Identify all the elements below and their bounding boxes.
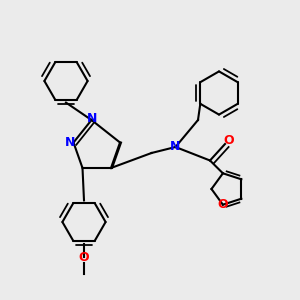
Text: O: O (79, 250, 89, 264)
Text: N: N (87, 112, 97, 125)
Text: N: N (170, 140, 181, 154)
Text: N: N (65, 136, 75, 149)
Text: O: O (223, 134, 234, 147)
Text: O: O (218, 198, 228, 211)
